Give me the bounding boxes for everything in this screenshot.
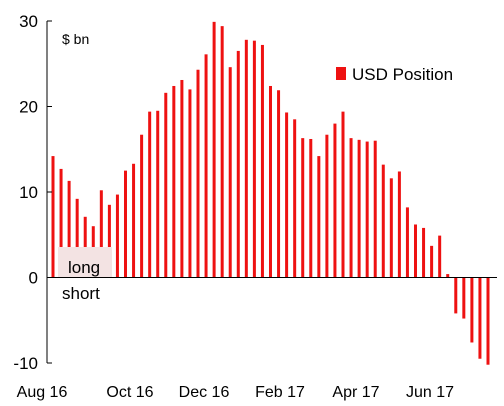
bar xyxy=(301,138,305,278)
bar xyxy=(212,21,216,278)
y-tick-label: 30 xyxy=(19,12,38,31)
bar xyxy=(317,156,321,278)
x-tick-label: Dec 16 xyxy=(179,384,230,401)
bar xyxy=(148,111,152,278)
bar xyxy=(51,156,55,278)
bar xyxy=(252,40,256,278)
y-tick-label: 10 xyxy=(19,183,38,202)
bar xyxy=(107,204,111,278)
bar xyxy=(405,207,409,278)
annotation-short: short xyxy=(62,284,100,303)
bar xyxy=(285,112,289,278)
bar xyxy=(349,138,353,278)
bar xyxy=(357,139,361,278)
bar xyxy=(454,277,458,314)
bar xyxy=(260,44,264,278)
legend-label: USD Position xyxy=(352,65,453,84)
annotation-long: long xyxy=(68,258,100,277)
y-tick-label: 20 xyxy=(19,98,38,117)
x-tick-label: Oct 16 xyxy=(106,384,153,401)
long-short-annotation: long short xyxy=(58,247,112,303)
bar xyxy=(389,178,393,278)
x-axis-tick-labels: Aug 16 Oct 16 Dec 16 Feb 17 Apr 17 Jun 17 xyxy=(17,384,454,401)
bar xyxy=(430,245,434,278)
bar xyxy=(228,67,232,278)
bar xyxy=(293,119,297,278)
unit-label: $ bn xyxy=(62,31,89,47)
bar xyxy=(365,141,369,278)
bar xyxy=(220,26,224,278)
bar xyxy=(486,277,490,365)
axes xyxy=(46,20,497,364)
bar xyxy=(75,198,79,278)
y-axis-tick-labels: 30 20 10 0 -10 xyxy=(13,12,38,373)
bar xyxy=(236,50,240,278)
y-tick-label: -10 xyxy=(13,354,38,373)
bar xyxy=(115,194,119,278)
bar xyxy=(422,227,426,278)
x-tick-label: Feb 17 xyxy=(255,384,305,401)
bar xyxy=(124,170,127,278)
bar xyxy=(381,164,385,278)
bars xyxy=(51,21,490,365)
x-tick-label: Jun 17 xyxy=(406,384,454,401)
bar xyxy=(172,85,176,278)
legend-swatch xyxy=(336,67,346,80)
bar xyxy=(341,111,345,278)
bar xyxy=(462,277,466,319)
bar xyxy=(478,277,482,359)
bar xyxy=(446,274,450,278)
bar xyxy=(99,190,103,278)
bar xyxy=(196,69,200,278)
bar xyxy=(164,92,168,278)
annotation-background xyxy=(58,247,112,277)
bar xyxy=(373,140,377,278)
bar xyxy=(132,163,136,278)
bar xyxy=(470,277,474,343)
bar xyxy=(204,54,208,278)
x-tick-label: Apr 17 xyxy=(332,384,379,401)
bar xyxy=(156,110,160,278)
bar xyxy=(397,171,401,278)
bar xyxy=(140,134,144,278)
bar xyxy=(277,90,281,278)
bar xyxy=(180,79,184,278)
bar xyxy=(67,180,71,278)
bar xyxy=(269,85,272,278)
x-tick-label: Aug 16 xyxy=(17,384,68,401)
bar xyxy=(59,168,63,278)
bar xyxy=(188,89,192,278)
bar xyxy=(244,39,248,278)
y-tick-label: 0 xyxy=(29,269,38,288)
legend: USD Position xyxy=(336,65,453,84)
bar xyxy=(438,235,442,278)
bar xyxy=(333,123,337,278)
bar xyxy=(414,224,417,278)
bar xyxy=(309,138,313,278)
bar xyxy=(325,134,329,278)
